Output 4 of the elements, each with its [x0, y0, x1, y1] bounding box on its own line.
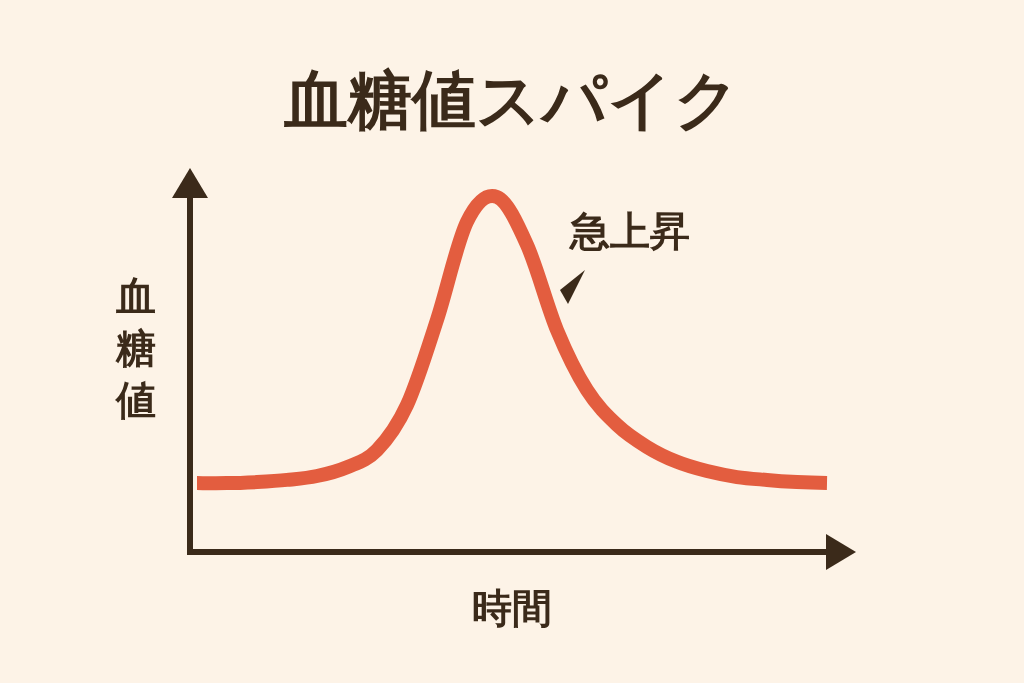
chart-title: 血糖値スパイク [283, 63, 740, 137]
annotation: 急上昇 [568, 208, 690, 254]
x-axis-title: 時間 [472, 585, 552, 631]
y-axis-title: 血糖値 [114, 273, 156, 423]
